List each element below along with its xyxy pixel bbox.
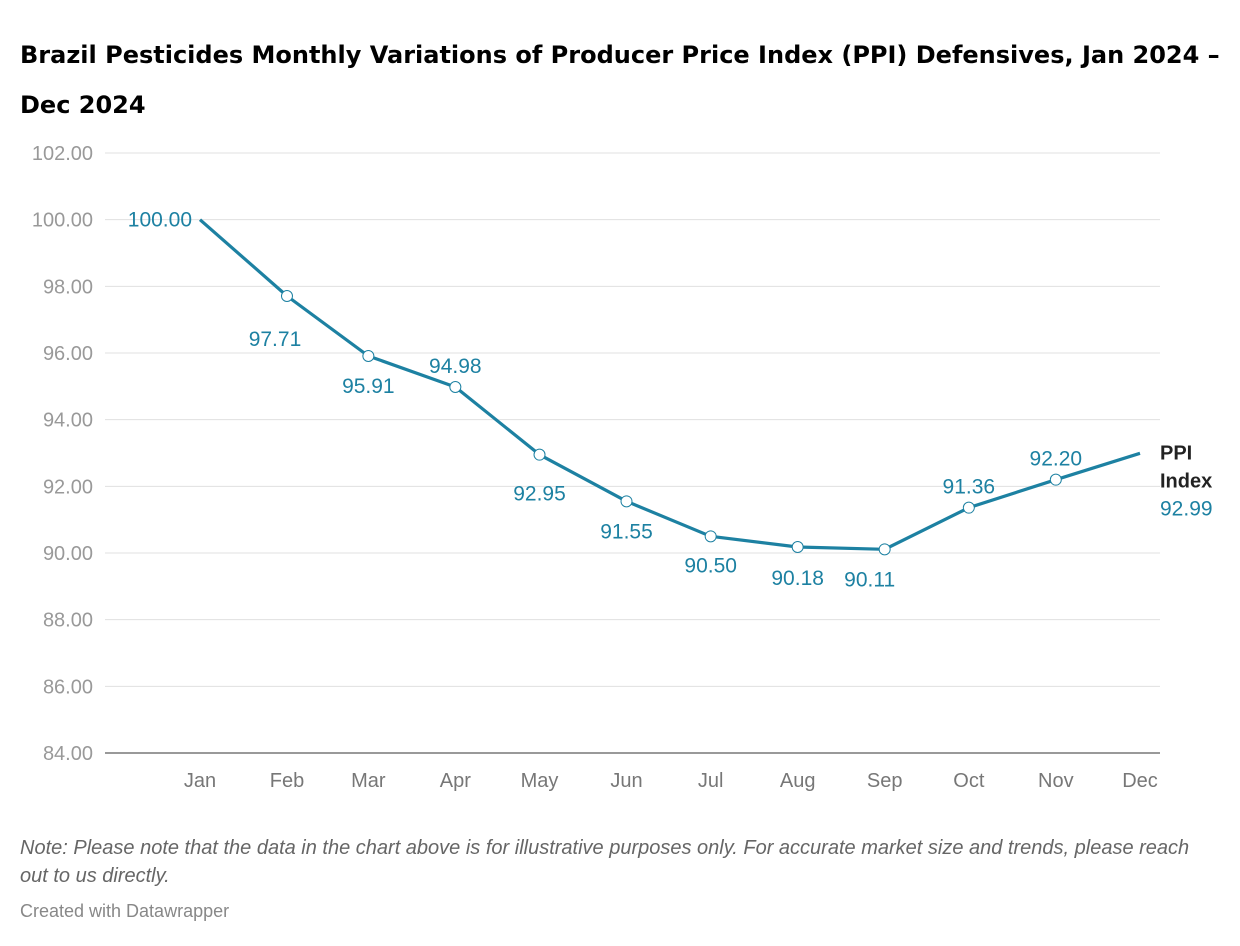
data-point	[533, 448, 546, 461]
x-tick-label: Jun	[610, 770, 642, 792]
x-tick-label: May	[521, 770, 559, 792]
series-line	[198, 218, 1141, 551]
data-label: 94.98	[429, 355, 482, 378]
x-tick-label: Nov	[1038, 770, 1074, 792]
data-point	[449, 381, 462, 393]
end-value-label: 92.99	[1160, 497, 1213, 520]
data-point	[280, 290, 293, 302]
chart-title: Brazil Pesticides Monthly Variations of …	[20, 41, 1220, 119]
data-label: 91.36	[943, 476, 996, 499]
series-name-label: PPI Index	[1160, 442, 1212, 492]
x-tick-label: Jul	[698, 770, 724, 792]
y-tick-label: 90.00	[43, 543, 93, 565]
data-point	[362, 350, 375, 362]
data-label: 100.00	[128, 209, 192, 232]
data-label: 95.91	[342, 375, 395, 398]
data-point	[791, 541, 804, 553]
credit-link[interactable]: Created with Datawrapper	[20, 901, 230, 921]
x-tick-label: Dec	[1122, 770, 1158, 792]
x-tick-label: Oct	[953, 770, 985, 792]
y-tick-label: 100.00	[32, 210, 93, 232]
y-tick-label: 86.00	[43, 676, 93, 698]
data-label: 91.55	[600, 520, 653, 543]
data-label: 92.95	[513, 483, 566, 506]
data-label: 97.71	[249, 328, 302, 351]
y-tick-label: 94.00	[43, 410, 93, 432]
data-label: 90.50	[684, 554, 737, 577]
data-point	[962, 501, 975, 514]
data-point	[620, 495, 633, 508]
data-point	[1049, 473, 1062, 486]
x-tick-label: Sep	[867, 770, 903, 792]
y-tick-label: 102.00	[32, 143, 93, 165]
x-tick-label: Mar	[351, 770, 386, 792]
x-tick-label: Aug	[780, 770, 816, 792]
y-tick-label: 96.00	[43, 343, 93, 365]
y-tick-label: 92.00	[43, 476, 93, 498]
data-label: 90.11	[844, 568, 895, 591]
chart-note: Note: Please note that the data in the c…	[20, 837, 1190, 887]
data-label: 90.18	[771, 567, 824, 590]
y-tick-label: 84.00	[43, 743, 93, 765]
y-tick-label: 88.00	[43, 610, 93, 632]
y-tick-label: 98.00	[43, 276, 93, 298]
x-tick-label: Jan	[184, 770, 216, 792]
data-label: 92.20	[1030, 448, 1083, 471]
x-tick-label: Apr	[440, 770, 471, 792]
data-point	[878, 543, 891, 556]
data-point	[704, 530, 717, 543]
x-tick-label: Feb	[270, 770, 304, 792]
